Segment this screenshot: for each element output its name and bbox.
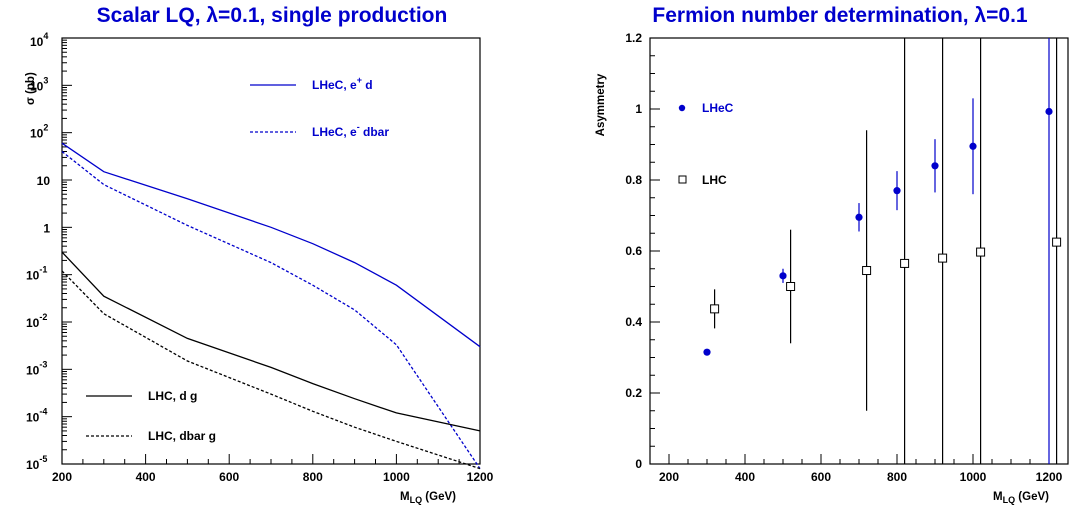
left-x-tick-label: 400 [136, 470, 156, 484]
left-y-tick-label: 10-1 [26, 265, 47, 283]
right-x-tick-label: 1200 [1036, 470, 1063, 484]
left-y-tick-label: 104 [30, 31, 48, 49]
right-y-tick-label: 0.8 [625, 173, 642, 187]
right-legend: LHeC LHC [678, 101, 734, 187]
right-y-tick-label: 0.4 [625, 315, 642, 329]
right-point-lhc [976, 247, 986, 257]
left-y-tick-label: 10-3 [26, 359, 47, 377]
left-x-tick-label: 600 [219, 470, 239, 484]
left-xlabel: MLQ (GeV) [400, 491, 456, 505]
svg-text:MLQ (GeV): MLQ (GeV) [400, 491, 456, 505]
left-chart-title: Scalar LQ, λ=0.1, single production [97, 4, 448, 27]
left-chart: Scalar LQ, λ=0.1, single production σ (p… [25, 4, 494, 505]
legend-marker-lhec [678, 104, 686, 112]
right-point-lhec [893, 187, 901, 195]
legend-label-lhec: LHeC [702, 101, 734, 115]
right-x-tick-label: 200 [659, 470, 679, 484]
right-y-tick-label: 0 [635, 457, 642, 471]
left-y-tick-label: 103 [30, 75, 48, 93]
right-xlabel: MLQ (GeV) [993, 491, 1049, 505]
right-point-lhc [900, 258, 910, 268]
left-xlabel-m: M [400, 491, 410, 503]
right-x-tick-label: 600 [811, 470, 831, 484]
right-point-lhc [862, 266, 872, 276]
right-ylabel: Asymmetry [595, 73, 607, 136]
legend-label-lhec-eminus: LHeC, e- dbar [312, 122, 389, 139]
left-xlabel-sub: LQ [410, 495, 423, 505]
right-point-lhc [938, 253, 948, 263]
legend-label-lhc-dbarg: LHC, dbar g [148, 429, 216, 443]
right-point-lhc [786, 282, 796, 291]
left-x-tick-label: 1200 [467, 470, 494, 484]
left-y-tick-label: 102 [30, 123, 48, 141]
right-point-lhc [1052, 237, 1062, 247]
left-x-tick-label: 800 [303, 470, 323, 484]
left-series-line-0 [61, 142, 481, 348]
left-plot-frame [61, 37, 481, 465]
right-point-lhec [931, 162, 939, 170]
legend-label-lhc-dg: LHC, d g [148, 389, 197, 403]
left-y-tick-label: 10-5 [26, 454, 47, 472]
right-y-tick-label: 0.2 [625, 386, 642, 400]
right-chart-title: Fermion number determination, λ=0.1 [652, 4, 1027, 27]
right-xlabel-m: M [993, 491, 1003, 503]
right-chart: Fermion number determination, λ=0.1 Asym… [595, 4, 1069, 505]
left-y-tick-label: 1 [43, 221, 50, 235]
right-x-tick-label: 1000 [960, 470, 987, 484]
right-point-lhec [969, 142, 977, 150]
left-y-tick-label: 10-2 [26, 312, 47, 330]
right-xlabel-sub: LQ [1003, 495, 1016, 505]
legend-marker-lhc [678, 175, 687, 184]
legend-label-lhec-eplus: LHeC, e+ d [312, 75, 373, 92]
right-point-lhec [779, 272, 787, 280]
left-y-tick-label: 10 [37, 174, 51, 188]
legend-label-lhc: LHC [702, 173, 727, 187]
left-ylabel: σ (pb) [25, 72, 37, 105]
left-x-tick-label: 1000 [383, 470, 410, 484]
left-xlabel-unit: (GeV) [422, 491, 456, 503]
svg-text:MLQ (GeV): MLQ (GeV) [993, 491, 1049, 505]
right-y-tick-label: 0.6 [625, 244, 642, 258]
left-series-line-2 [61, 251, 481, 432]
right-y-tick-label: 1 [635, 102, 642, 116]
left-series-line-3 [61, 270, 481, 470]
right-point-lhec [703, 348, 711, 356]
left-x-tick-label: 200 [52, 470, 72, 484]
right-x-tick-label: 400 [735, 470, 755, 484]
right-point-lhc [710, 304, 720, 314]
right-xlabel-unit: (GeV) [1015, 491, 1049, 503]
right-y-tick-label: 1.2 [625, 31, 642, 45]
right-point-lhec [855, 213, 863, 221]
left-y-tick-label: 10-4 [26, 407, 47, 425]
right-x-tick-label: 800 [887, 470, 907, 484]
left-series-line-1 [61, 150, 481, 469]
left-legend: LHeC, e+ d LHeC, e- dbar LHC, d g LHC, d… [86, 75, 389, 443]
right-point-lhec [1045, 107, 1053, 116]
